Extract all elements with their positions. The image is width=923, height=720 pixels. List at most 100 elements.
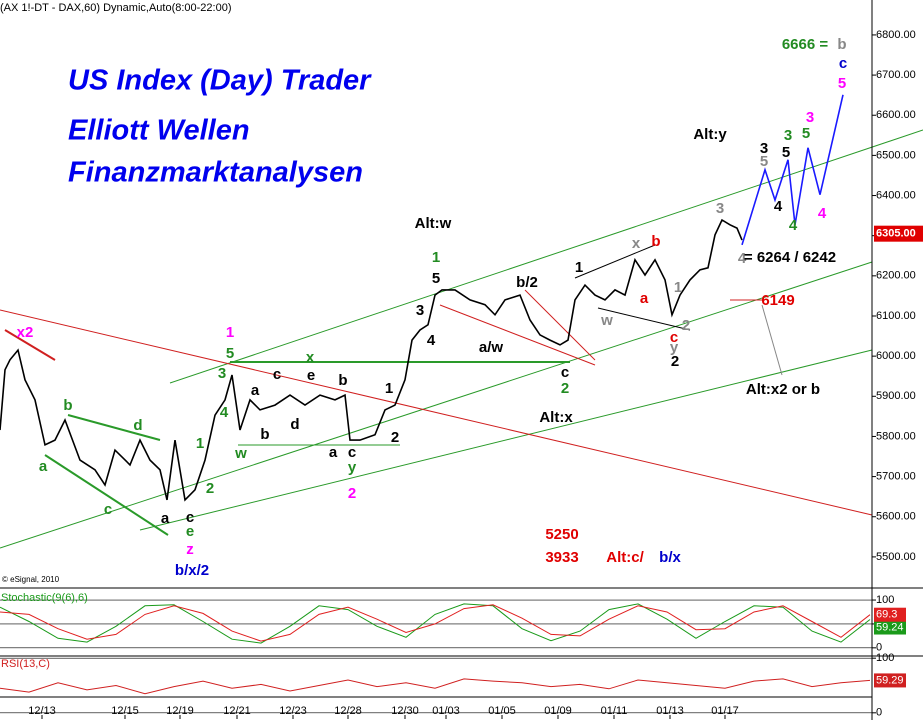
x-tick-label: 12/23 [279,705,307,717]
wave-label: w [600,312,613,329]
x-tick-label: 01/03 [432,705,460,717]
x-tick-label: 01/17 [711,705,739,717]
trend-line [139,349,873,531]
y-tick-label: 5500.00 [876,551,916,563]
wave-label: a [640,290,649,307]
trend-line [169,129,923,384]
y-tick-label: 6100.00 [876,310,916,322]
wave-label: z [186,541,194,558]
wave-label: 6149 [761,292,794,309]
wave-label: 1 [575,259,583,276]
y-tick-label: 6500.00 [876,149,916,161]
y-tick-label: 5800.00 [876,430,916,442]
wave-label: a [161,510,170,527]
wave-label: 6666 = [782,36,829,53]
wave-label: Alt:x2 or b [746,381,820,398]
chart-header: (AX 1!-DT - DAX,60) Dynamic,Auto(8:00-22… [0,2,232,14]
wave-label: 2 [348,485,356,502]
x-tick-label: 12/30 [391,705,419,717]
wave-label: c [104,501,112,518]
trend-line [44,454,169,536]
wave-label: b [338,372,347,389]
wave-label: 3933 [545,549,578,566]
wave-label: x [306,349,315,366]
y-tick-label: 0 [876,707,882,719]
wave-label: 5 [782,144,790,161]
wave-label: b/2 [516,274,538,291]
wave-label: a [251,382,260,399]
wave-label: 1 [385,380,393,397]
copyright: © eSignal, 2010 [2,575,60,584]
y-tick-label: 0 [876,642,882,654]
wave-label: Alt:w [415,215,452,232]
y-tick-label: 100 [876,594,894,606]
panel-title: Stochastic(9(6),6) [1,592,88,604]
wave-label: 3 [716,200,724,217]
wave-label: a [39,458,48,475]
last-value-label: 69.3 [876,609,897,621]
series-line [0,678,871,695]
x-tick-label: 01/05 [488,705,516,717]
y-tick-label: 6600.00 [876,109,916,121]
y-tick-label: 5700.00 [876,470,916,482]
wave-label: c [273,366,281,383]
wave-label: 5 [760,153,768,170]
wave-label: b [837,36,846,53]
last-value-box [874,607,906,622]
series-line [741,94,844,246]
last-value-label: 59.29 [876,674,904,686]
wave-label: Alt:c/ [606,549,644,566]
x-tick-label: 12/15 [111,705,139,717]
trend-line [0,309,873,516]
wave-label: 4 [789,217,798,234]
x-tick-label: 01/11 [601,705,628,717]
wave-label: 1 [674,279,682,296]
y-tick-label: 6000.00 [876,350,916,362]
y-tick-label: 6700.00 [876,69,916,81]
wave-label: 3 [784,127,792,144]
title: Finanzmarktanalysen [68,157,363,189]
last-price-box [874,225,923,242]
y-tick-label: 5600.00 [876,511,916,523]
wave-label: 4 [738,250,747,267]
wave-label: 1 [432,249,440,266]
y-tick-label: 5900.00 [876,390,916,402]
wave-label: d [133,417,142,434]
wave-label: 2 [671,353,679,370]
title: US Index (Day) Trader [68,65,372,97]
last-price-label: 6305.00 [876,228,916,240]
wave-label: c [561,364,569,381]
trend-line [67,414,161,441]
wave-label: 2 [391,429,399,446]
trend-line [574,244,656,279]
last-value-box [874,620,906,635]
series-line [0,218,743,502]
trend-line [439,304,596,366]
wave-label: b [651,233,660,250]
wave-label: x [632,235,641,252]
wave-label: c [839,55,847,72]
x-tick-label: 12/28 [334,705,362,717]
y-tick-label: 6800.00 [876,29,916,41]
wave-label: 3 [218,365,226,382]
wave-label: Alt:y [693,126,727,143]
wave-label: Alt:x [539,409,573,426]
wave-label: c [670,329,678,346]
y-tick-label: 100 [876,652,894,664]
wave-label: b/x/2 [175,562,209,579]
wave-label: b/x [659,549,681,566]
wave-label: 1 [226,324,234,341]
trend-line [761,304,783,376]
wave-label: x2 [17,324,34,341]
y-tick-label: 6200.00 [876,270,916,282]
series-line [0,603,871,644]
wave-label: 5250 [545,526,578,543]
trend-lines [0,129,923,549]
wave-label: y [670,339,679,356]
wave-label: 4 [774,198,783,215]
title: Elliott Wellen [68,115,250,147]
wave-label: e [307,367,315,384]
wave-label: 2 [682,317,690,334]
wave-label: 2 [206,480,214,497]
wave-label: c [186,509,194,526]
